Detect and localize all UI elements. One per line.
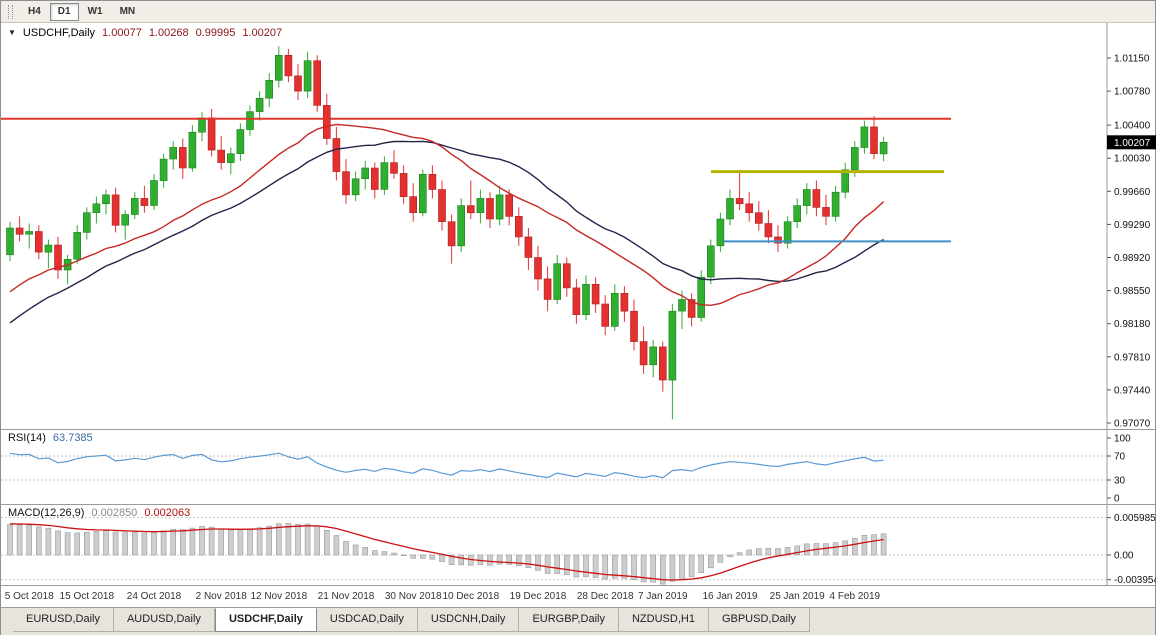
svg-text:0.005985: 0.005985	[1114, 513, 1156, 524]
date-label: 21 Nov 2018	[317, 591, 375, 602]
svg-text:0: 0	[1114, 494, 1120, 505]
macd-pane[interactable]: 0.005985 0.00 -0.003954 MACD(12,26,9) 0.00…	[1, 505, 1156, 586]
svg-text:0.99660: 0.99660	[1114, 187, 1151, 198]
chart-tab-usdcad-daily[interactable]: USDCAD,Daily	[316, 608, 418, 632]
timeframe-buttons: H4 D1 W1 MN	[20, 2, 144, 21]
bottom-tab-bar: EURUSD,Daily AUDUSD,Daily USDCHF,Daily USDC…	[1, 608, 1155, 635]
svg-text:0.97070: 0.97070	[1114, 419, 1151, 430]
main-chart-pane[interactable]: 1.01150 1.00780 1.00400 1.00030 0.99660 0.992…	[1, 23, 1156, 430]
svg-text:1.00207: 1.00207	[1114, 138, 1151, 149]
timeframe-button-MN[interactable]: MN	[119, 5, 136, 17]
current-price-tag: 1.00207	[1107, 135, 1156, 150]
macd-signal-line	[9, 523, 884, 581]
svg-text:1.00780: 1.00780	[1114, 87, 1151, 98]
svg-text:1.00400: 1.00400	[1114, 121, 1151, 132]
timeframe-toolbar: H4 D1 W1 MN	[1, 1, 1155, 23]
date-label: 4 Feb 2019	[829, 591, 881, 602]
svg-text:30: 30	[1114, 476, 1126, 487]
ma-fast-line	[9, 123, 885, 307]
main-chart-svg[interactable]: 1.01150 1.00780 1.00400 1.00030 0.99660 0.992…	[1, 23, 1156, 429]
timeframe-button-H4[interactable]: H4	[28, 5, 41, 17]
date-label: 7 Jan 2019	[638, 591, 688, 602]
date-axis[interactable]: 5 Oct 2018 15 Oct 2018 24 Oct 2018 2 Nov 20…	[1, 586, 1155, 608]
date-label: 10 Dec 2018	[442, 591, 500, 602]
chart-tab-audusd-daily[interactable]: AUDUSD,Daily	[113, 608, 215, 632]
date-label: 2 Nov 2018	[195, 591, 247, 602]
svg-text:-0.003954: -0.003954	[1114, 575, 1156, 585]
svg-text:0.98180: 0.98180	[1114, 319, 1151, 330]
svg-text:0.97440: 0.97440	[1114, 385, 1151, 396]
chart-tab-usdcnh-daily[interactable]: USDCNH,Daily	[417, 608, 520, 632]
date-label: 16 Jan 2019	[702, 591, 758, 602]
date-label: 30 Nov 2018	[384, 591, 442, 602]
rsi-pane[interactable]: 100 70 30 0 RSI(14) 63.7385	[1, 430, 1155, 505]
macd-svg[interactable]: 0.005985 0.00 -0.003954	[1, 505, 1156, 585]
chart-tab-nzdusd-h1[interactable]: NZDUSD,H1	[618, 608, 709, 632]
svg-text:0.98550: 0.98550	[1114, 286, 1151, 297]
toolbar-gripper[interactable]	[8, 4, 13, 19]
chart-tab-usdchf-daily[interactable]: USDCHF,Daily	[214, 608, 317, 632]
rsi-svg[interactable]: 100 70 30 0	[1, 430, 1156, 504]
svg-text:0.00: 0.00	[1114, 551, 1134, 562]
svg-text:0.98920: 0.98920	[1114, 253, 1151, 264]
chart-tab-eurusd-daily[interactable]: EURUSD,Daily	[13, 608, 114, 632]
timeframe-button-W1[interactable]: W1	[87, 5, 103, 17]
chart-tab-gbpusd-daily[interactable]: GBPUSD,Daily	[708, 608, 810, 632]
ma-slow-line	[9, 140, 884, 324]
svg-text:100: 100	[1114, 434, 1131, 445]
svg-text:0.97810: 0.97810	[1114, 352, 1151, 363]
date-label: 28 Dec 2018	[576, 591, 634, 602]
svg-text:1.01150: 1.01150	[1114, 54, 1150, 65]
macd-histogram	[7, 523, 887, 585]
date-label: 15 Oct 2018	[59, 591, 115, 602]
candles-layer	[6, 46, 888, 420]
rsi-line	[9, 452, 884, 479]
date-label: 24 Oct 2018	[126, 591, 182, 602]
date-label: 5 Oct 2018	[4, 591, 54, 602]
svg-text:1.00030: 1.00030	[1114, 154, 1151, 165]
timeframe-button-D1[interactable]: D1	[49, 2, 79, 21]
date-label: 25 Jan 2019	[769, 591, 825, 602]
date-label: 19 Dec 2018	[509, 591, 567, 602]
svg-text:0.99290: 0.99290	[1114, 220, 1151, 231]
svg-text:70: 70	[1114, 452, 1126, 463]
date-label: 12 Nov 2018	[250, 591, 308, 602]
chart-tab-eurgbp-daily[interactable]: EURGBP,Daily	[519, 608, 619, 632]
